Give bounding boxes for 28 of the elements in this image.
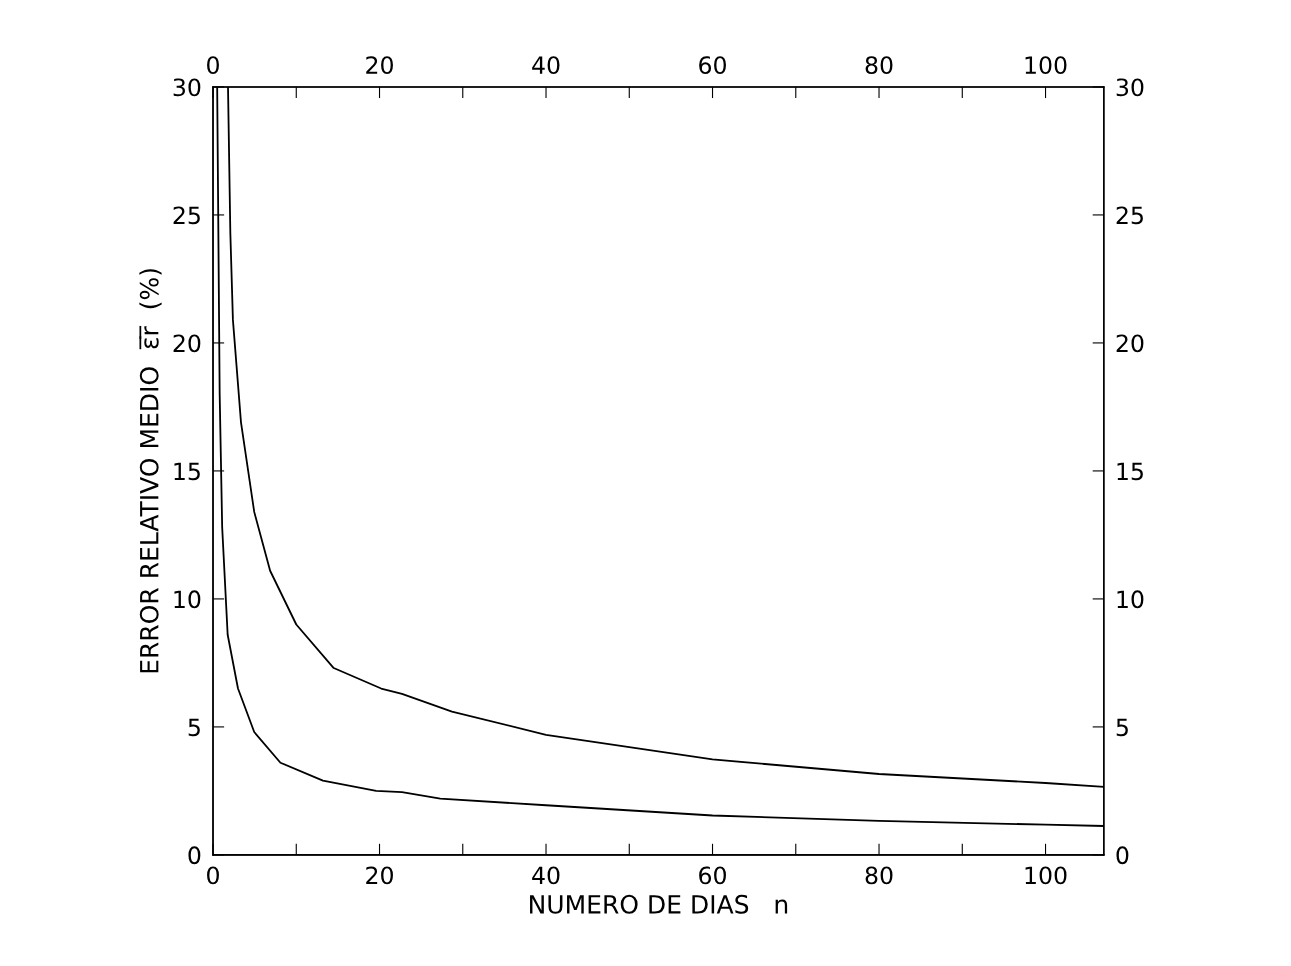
y-tick-label: 25 [173,206,200,225]
y-tick-label: 5 [188,718,200,737]
x-axis-title: NUMERO DE DIAS n [530,894,788,914]
y2-tick-label: 20 [1116,334,1144,353]
y2-tick-label: 25 [1116,206,1143,225]
x-tick-label: 100 [1025,866,1067,885]
x2-tick-label: 0 [207,56,219,75]
y-axis-title: ERROR RELATIVO MEDIO ε̅r̅ (%) [139,269,162,673]
x2-tick-label: 20 [366,56,393,75]
x-tick-label: 80 [865,866,893,885]
y2-tick-label: 5 [1116,718,1128,737]
x-tick-label: 0 [207,866,219,885]
y2-tick-label: 15 [1117,462,1143,481]
y-tick-label: 20 [173,334,201,353]
x2-tick-label: 80 [865,56,893,75]
x2-tick-label: 40 [532,56,560,75]
y2-tick-label: 30 [1116,78,1144,97]
y-tick-label: 15 [174,462,200,481]
x2-tick-label: 60 [699,56,726,75]
y-tick-label: 10 [174,590,201,609]
y2-tick-label: 10 [1117,590,1144,609]
y-tick-label: 0 [188,846,201,865]
y2-tick-label: 0 [1116,846,1129,865]
x-tick-label: 40 [532,866,560,885]
x-tick-label: 20 [366,866,393,885]
x2-tick-label: 100 [1025,56,1067,75]
y-tick-label: 30 [173,78,201,97]
x-tick-label: 60 [699,866,726,885]
